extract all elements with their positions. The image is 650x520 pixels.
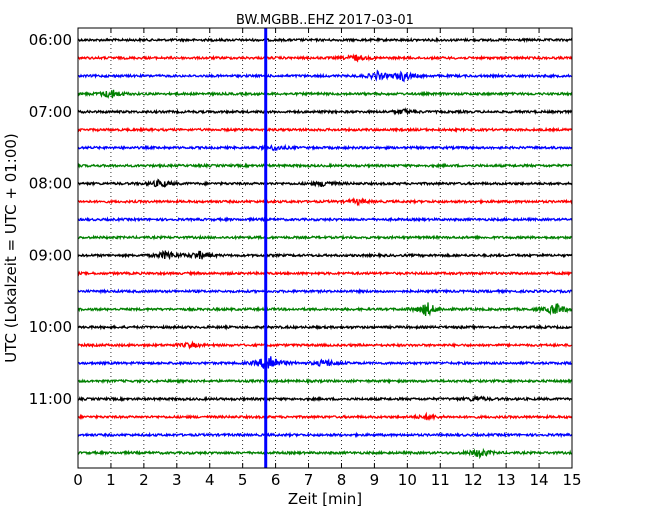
trace-line: [77, 411, 573, 422]
y-axis-ticks: 06:00 07:00 08:00 09:00 10:00 11:00: [29, 31, 572, 408]
x-tick-label: 14: [530, 471, 549, 489]
x-tick-label: 6: [271, 471, 281, 489]
vertical-grid: [110, 28, 540, 468]
x-axis-ticks: 0 1 2 3 4 5 6 7 8 9 10 11 12 13 14 15: [73, 28, 582, 489]
trace-line: [77, 107, 573, 116]
y-tick-label: 07:00: [29, 103, 72, 121]
x-tick-label: 11: [431, 471, 450, 489]
x-tick-label: 1: [106, 471, 116, 489]
y-tick-label: 09:00: [29, 246, 72, 264]
x-tick-label: 0: [73, 471, 83, 489]
trace-line: [77, 356, 573, 369]
x-tick-label: 15: [562, 471, 581, 489]
trace-line: [77, 178, 573, 188]
trace-line: [77, 340, 573, 350]
seismic-traces: [77, 36, 573, 460]
x-tick-label: 3: [172, 471, 182, 489]
trace-line: [77, 249, 573, 261]
x-tick-label: 8: [337, 471, 347, 489]
trace-line: [77, 36, 573, 44]
x-axis-label: Zeit [min]: [288, 490, 362, 508]
x-tick-label: 4: [205, 471, 215, 489]
trace-line: [77, 126, 573, 134]
trace-line: [77, 287, 573, 295]
trace-line: [77, 234, 573, 241]
y-axis-label: UTC (Lokalzeit = UTC + 01:00): [2, 133, 20, 363]
y-tick-label: 08:00: [29, 175, 72, 193]
y-tick-label: 06:00: [29, 31, 72, 49]
trace-line: [77, 162, 573, 169]
x-tick-label: 5: [238, 471, 248, 489]
x-tick-label: 9: [370, 471, 380, 489]
y-tick-label: 11:00: [29, 390, 72, 408]
plot-frame: [77, 27, 573, 469]
trace-line: [77, 197, 573, 207]
trace-line: [77, 447, 573, 460]
trace-line: [77, 89, 573, 99]
trace-line: [77, 394, 573, 403]
trace-line: [77, 69, 573, 83]
trace-line: [77, 270, 573, 277]
trace-line: [77, 302, 573, 317]
x-tick-label: 12: [464, 471, 483, 489]
trace-line: [77, 323, 573, 331]
trace-line: [77, 431, 573, 439]
trace-line: [77, 377, 573, 385]
x-tick-label: 7: [304, 471, 314, 489]
y-tick-label: 10:00: [29, 318, 72, 336]
trace-line: [77, 216, 573, 223]
x-tick-label: 2: [139, 471, 149, 489]
trace-line: [77, 143, 573, 152]
x-tick-label: 10: [398, 471, 417, 489]
chart-title: BW.MGBB..EHZ 2017-03-01: [236, 13, 414, 28]
trace-line: [77, 53, 573, 63]
x-tick-label: 13: [497, 471, 516, 489]
